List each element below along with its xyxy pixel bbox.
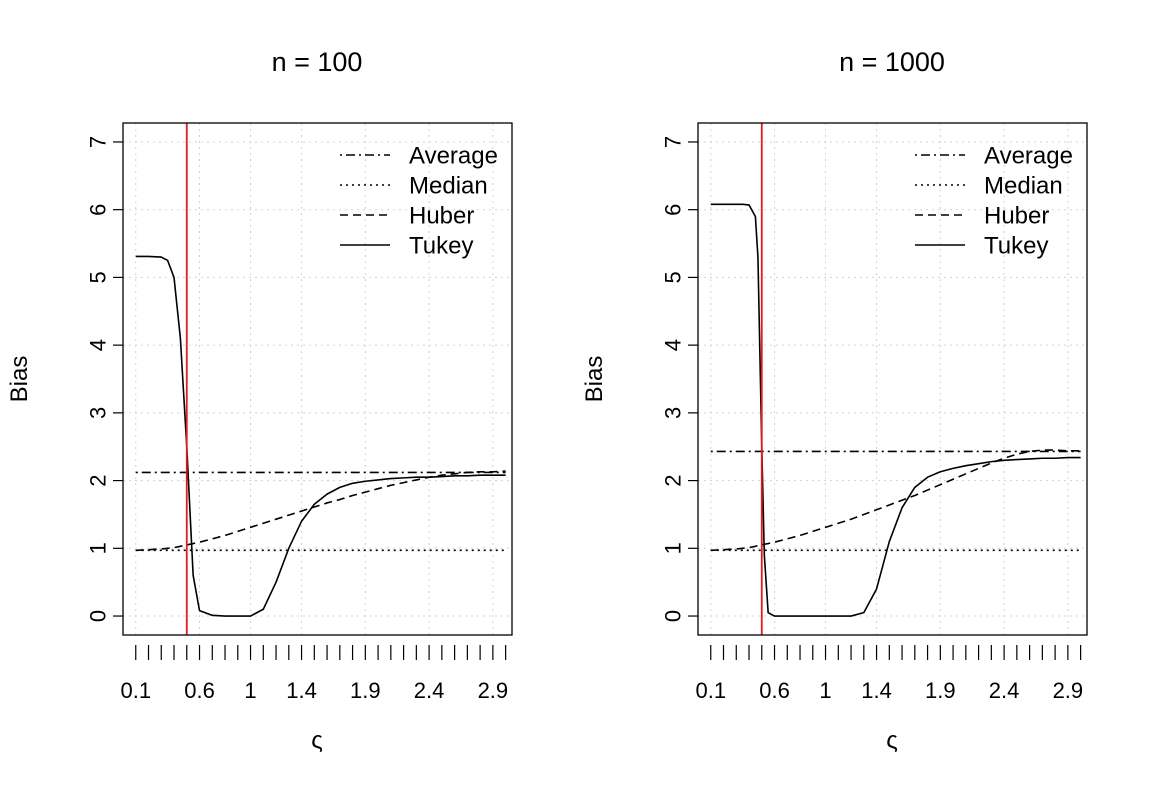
legend-label-huber: Huber — [409, 202, 474, 229]
chart-panel-n100: n = 100 Bias ς 0 1 2 3 4 5 6 7 0.1 0.6 1 1.4 1.9 2.4 2… — [6, 47, 513, 754]
x-tick-label: 2.4 — [989, 678, 1020, 703]
x-tick-label: 0.1 — [120, 678, 151, 703]
y-tick-label: 0 — [661, 610, 686, 622]
y-tick-label: 6 — [661, 204, 686, 216]
x-tick-label: 1 — [819, 678, 831, 703]
plot-frame — [697, 122, 1088, 636]
legend-label-huber: Huber — [984, 202, 1049, 229]
y-tick-label: 6 — [86, 204, 111, 216]
x-tick-label: 1.9 — [350, 678, 381, 703]
chart-title: n = 100 — [272, 47, 363, 77]
y-tick-label: 1 — [661, 542, 686, 554]
legend-label-average: Average — [409, 142, 498, 169]
y-axis-label: Bias — [581, 356, 608, 403]
y-tick-label: 5 — [661, 271, 686, 283]
x-tick-label: 1.9 — [925, 678, 956, 703]
x-tick-label: 1 — [244, 678, 256, 703]
plot-frame — [122, 122, 513, 636]
series-line-tukey — [135, 255, 506, 617]
y-tick-label: 4 — [661, 339, 686, 351]
y-tick-label: 5 — [86, 271, 111, 283]
y-tick-label: 2 — [86, 474, 111, 486]
y-tick-label: 3 — [86, 407, 111, 419]
legend-label-median: Median — [984, 172, 1063, 199]
x-tick-label: 0.6 — [184, 678, 215, 703]
y-axis-label: Bias — [6, 356, 33, 403]
y-tick-label: 0 — [86, 610, 111, 622]
y-tick-label: 2 — [661, 474, 686, 486]
y-tick-label: 7 — [86, 136, 111, 148]
y-tick-label: 3 — [661, 407, 686, 419]
x-tick-label: 2.9 — [1053, 678, 1084, 703]
x-tick-label: 2.9 — [478, 678, 509, 703]
x-axis-label: ς — [311, 727, 323, 754]
y-tick-label: 7 — [661, 136, 686, 148]
x-axis-label: ς — [886, 727, 898, 754]
x-tick-label: 0.1 — [695, 678, 726, 703]
x-tick-label: 1.4 — [286, 678, 317, 703]
series-line-huber — [135, 470, 506, 552]
y-tick-label: 1 — [86, 542, 111, 554]
x-tick-label: 0.6 — [759, 678, 790, 703]
chart-title: n = 1000 — [839, 47, 945, 77]
x-tick-label: 2.4 — [414, 678, 445, 703]
legend-label-average: Average — [984, 142, 1073, 169]
legend-label-tukey: Tukey — [984, 232, 1048, 259]
x-tick-label: 1.4 — [861, 678, 892, 703]
series-line-tukey — [710, 203, 1081, 617]
chart-panel-n1000: n = 1000 Bias ς 0 1 2 3 4 5 6 7 0.1 0.6 1 1.4 1.9 2.4… — [581, 47, 1088, 754]
y-tick-label: 4 — [86, 339, 111, 351]
legend-label-tukey: Tukey — [409, 232, 473, 259]
legend-label-median: Median — [409, 172, 488, 199]
series-line-huber — [710, 449, 1081, 552]
